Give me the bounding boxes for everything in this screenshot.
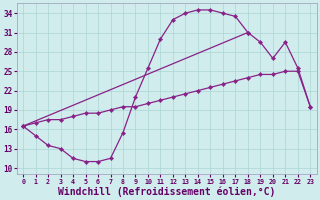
X-axis label: Windchill (Refroidissement éolien,°C): Windchill (Refroidissement éolien,°C) <box>58 186 276 197</box>
